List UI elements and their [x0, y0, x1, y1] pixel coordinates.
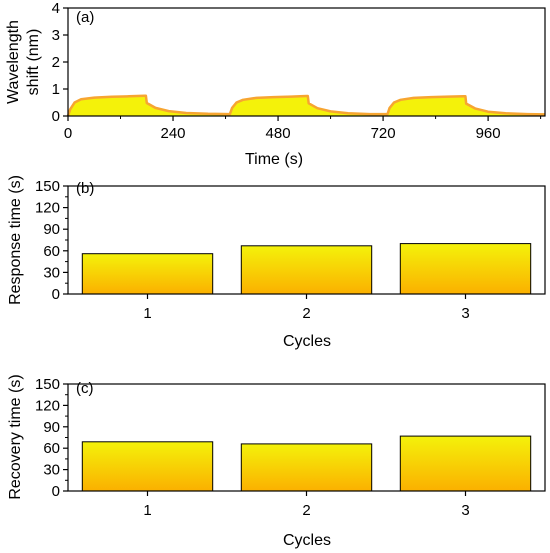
panel-b-x-axis-title: Cycles [283, 333, 331, 350]
y-tick-label: 150 [35, 376, 60, 393]
panel-b-y-axis-title: Response time (s) [7, 175, 24, 305]
bar-3 [399, 243, 532, 295]
panel-a-x-axis-title: Time (s) [245, 151, 303, 168]
x-tick-label: 2 [302, 305, 310, 322]
panel-a-y-axis-title-line2: shift (nm) [25, 29, 42, 96]
y-tick-label: 0 [52, 286, 60, 303]
panel-a-y-axis-title-line1: Wavelength [5, 20, 22, 104]
x-tick-label: 2 [302, 502, 310, 519]
y-tick-label: 3 [52, 27, 60, 44]
y-tick-label: 60 [43, 243, 60, 260]
y-tick-label: 120 [35, 397, 60, 414]
panel-a-plot-area: 0 240 480 720 960 0 1 2 3 4 [52, 0, 546, 142]
x-tick-label: 960 [476, 125, 501, 142]
y-tick-label: 30 [43, 462, 60, 479]
y-tick-label: 90 [43, 419, 60, 436]
series-line [66, 94, 546, 117]
x-tick-label: 0 [64, 125, 72, 142]
bar-2 [240, 443, 373, 492]
panel-c-y-axis-title: Recovery time (s) [7, 374, 24, 499]
y-tick-label: 0 [52, 108, 60, 125]
y-tick-label: 0 [52, 483, 60, 500]
bar-3 [399, 435, 532, 492]
bar-1 [81, 253, 214, 295]
y-tick-label: 2 [52, 54, 60, 71]
panel-a: 0 240 480 720 960 0 1 2 3 4 (a) Time (s) Waveleng… [5, 0, 546, 168]
series-area-fill [68, 95, 545, 116]
x-tick-label: 1 [143, 305, 151, 322]
y-tick-label: 4 [52, 0, 60, 17]
x-tick-label: 3 [461, 502, 469, 519]
panel-c-label: (c) [76, 380, 94, 397]
x-tick-label: 480 [266, 125, 291, 142]
bar-1 [81, 441, 214, 492]
y-tick-label: 30 [43, 264, 60, 281]
y-tick-label: 120 [35, 200, 60, 217]
panel-a-label: (a) [76, 9, 94, 26]
x-tick-label: 1 [143, 502, 151, 519]
y-tick-label: 150 [35, 178, 60, 195]
x-tick-label: 3 [461, 305, 469, 322]
y-tick-label: 1 [52, 81, 60, 98]
x-tick-label: 240 [161, 125, 186, 142]
panel-c-x-axis-title: Cycles [283, 532, 331, 549]
panel-b-label: (b) [76, 180, 94, 197]
y-tick-label: 60 [43, 440, 60, 457]
y-tick-label: 90 [43, 221, 60, 238]
bar-2 [240, 245, 373, 295]
x-tick-label: 720 [371, 125, 396, 142]
